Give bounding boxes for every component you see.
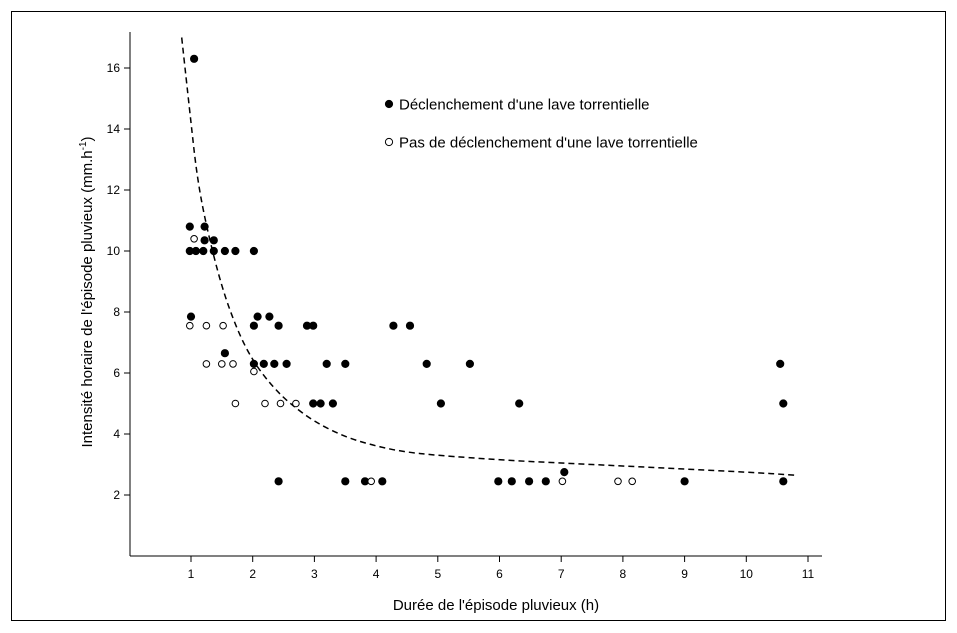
data-point-pas-declenchement xyxy=(231,399,240,408)
data-point-declenchement xyxy=(316,399,325,408)
data-point-declenchement xyxy=(249,321,258,330)
data-point-declenchement xyxy=(209,246,218,256)
data-point-declenchement xyxy=(779,399,788,408)
data-point-declenchement xyxy=(776,359,785,368)
legend-marker-declenchement xyxy=(384,99,394,109)
data-point-declenchement xyxy=(465,359,474,368)
data-point-declenchement xyxy=(200,236,209,245)
data-point-pas-declenchement xyxy=(202,360,211,368)
x-tick-label: 1 xyxy=(188,567,195,581)
data-point-declenchement xyxy=(322,359,331,368)
data-point-declenchement xyxy=(328,399,337,408)
y-tick-label: 8 xyxy=(113,305,120,319)
data-point-declenchement xyxy=(309,321,318,330)
data-point-declenchement xyxy=(185,222,194,231)
data-point-declenchement xyxy=(270,359,279,368)
data-points xyxy=(185,54,788,486)
y-axis-title-main: Intensité horaire de l'épisode pluvieux … xyxy=(79,150,96,447)
x-tick-label: 8 xyxy=(620,567,627,581)
data-point-pas-declenchement xyxy=(186,321,194,330)
legend-marker-pas-declenchement xyxy=(384,137,394,147)
data-point-declenchement xyxy=(249,246,258,256)
data-point-pas-declenchement xyxy=(628,477,637,486)
x-tick-label: 2 xyxy=(249,567,256,581)
legend-label-declenchement: Déclenchement d'une lave torrentielle xyxy=(399,97,650,114)
data-point-declenchement xyxy=(515,399,524,408)
x-tick-label: 5 xyxy=(434,567,441,581)
data-point-pas-declenchement xyxy=(614,477,622,486)
data-point-declenchement xyxy=(389,321,398,330)
data-point-pas-declenchement xyxy=(367,477,376,486)
data-point-declenchement xyxy=(190,54,199,63)
data-point-declenchement xyxy=(309,399,318,408)
data-point-declenchement xyxy=(200,222,209,231)
x-axis-title: Durée de l'épisode pluvieux (h) xyxy=(393,597,599,614)
x-tick-label: 11 xyxy=(802,567,815,581)
data-point-declenchement xyxy=(259,359,268,368)
data-point-declenchement xyxy=(209,236,218,245)
data-point-declenchement xyxy=(274,477,283,486)
data-point-declenchement xyxy=(220,246,229,256)
y-tick-label: 4 xyxy=(113,427,120,441)
legend-label-pas-declenchement: Pas de déclenchement d'une lave torrenti… xyxy=(399,135,698,152)
x-ticks: 1 2 3 4 5 6 7 8 9 10 11 xyxy=(188,556,815,581)
data-point-declenchement xyxy=(378,477,387,486)
data-point-declenchement xyxy=(341,359,350,368)
data-point-pas-declenchement xyxy=(219,321,227,330)
x-tick-label: 6 xyxy=(496,567,503,581)
data-point-declenchement xyxy=(341,477,350,486)
data-point-declenchement xyxy=(422,359,431,368)
y-tick-label: 12 xyxy=(107,183,121,197)
data-point-declenchement xyxy=(541,477,550,486)
y-tick-label: 16 xyxy=(107,61,121,75)
x-tick-label: 7 xyxy=(558,567,565,581)
data-point-pas-declenchement xyxy=(558,477,567,486)
data-point-declenchement xyxy=(507,477,516,486)
data-point-pas-declenchement xyxy=(261,399,269,408)
y-tick-label: 10 xyxy=(107,244,121,258)
data-point-declenchement xyxy=(494,477,503,486)
data-point-declenchement xyxy=(265,312,274,321)
y-tick-label: 14 xyxy=(107,122,121,136)
x-tick-label: 9 xyxy=(681,567,688,581)
data-point-declenchement xyxy=(282,359,291,368)
axes xyxy=(129,32,822,557)
x-tick-label: 3 xyxy=(311,567,318,581)
data-point-declenchement xyxy=(274,321,283,330)
data-point-pas-declenchement xyxy=(250,367,258,376)
data-point-declenchement xyxy=(560,467,569,477)
data-point-declenchement xyxy=(191,246,200,256)
data-point-pas-declenchement xyxy=(229,360,237,368)
x-tick-label: 4 xyxy=(373,567,380,581)
fit-curve xyxy=(180,37,796,476)
data-point-declenchement xyxy=(779,477,788,486)
data-point-declenchement xyxy=(405,321,415,330)
data-point-pas-declenchement xyxy=(190,235,198,243)
y-axis-title: Intensité horaire de l'épisode pluvieux … xyxy=(78,136,96,447)
data-point-pas-declenchement xyxy=(202,321,211,330)
y-tick-label: 2 xyxy=(113,488,120,502)
data-point-declenchement xyxy=(524,477,534,486)
data-point-declenchement xyxy=(680,477,689,486)
y-ticks: 2 4 6 8 10 12 14 16 xyxy=(107,61,130,502)
data-point-declenchement xyxy=(186,312,196,321)
data-point-declenchement xyxy=(231,246,240,256)
y-axis-title-suffix: ) xyxy=(79,136,96,141)
data-point-declenchement xyxy=(220,349,229,358)
legend: Déclenchement d'une lave torrentielle Pa… xyxy=(384,97,698,152)
x-tick-label: 10 xyxy=(740,567,754,581)
data-point-declenchement xyxy=(199,246,208,256)
y-axis-title-superscript: -1 xyxy=(78,141,89,150)
data-point-declenchement xyxy=(436,399,445,408)
data-point-pas-declenchement xyxy=(276,399,285,408)
y-tick-label: 6 xyxy=(113,366,120,380)
data-point-pas-declenchement xyxy=(292,399,300,408)
data-point-declenchement xyxy=(253,312,262,321)
data-point-pas-declenchement xyxy=(218,360,226,368)
data-point-declenchement xyxy=(249,359,258,368)
chart-frame xyxy=(11,11,946,621)
